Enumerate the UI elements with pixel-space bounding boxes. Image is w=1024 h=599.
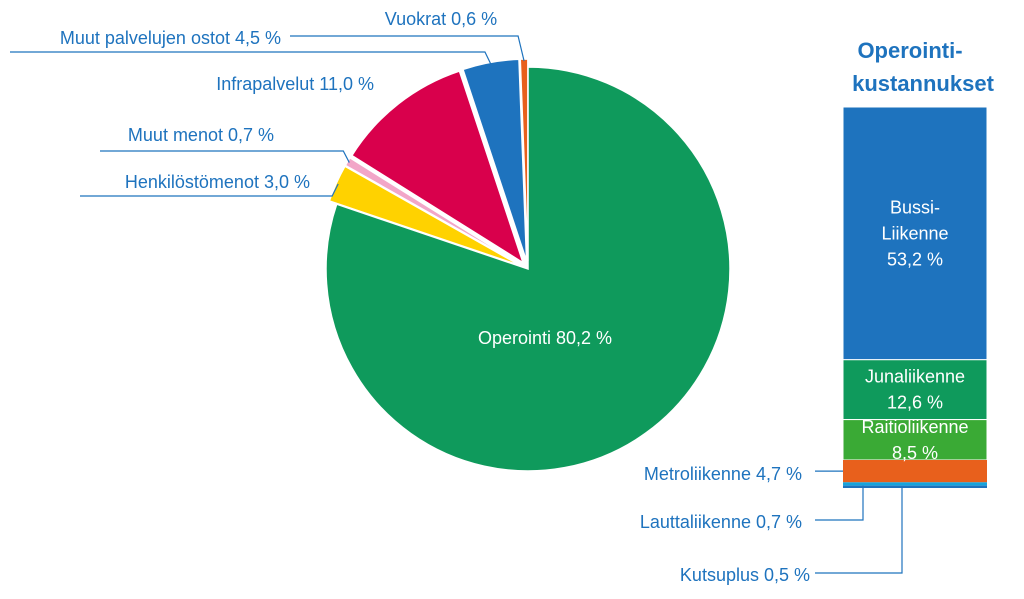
pie-leader-muut-menot	[100, 150, 350, 163]
bar-segment-kutsuplus	[843, 485, 987, 488]
bar-label-kutsuplus: Kutsuplus 0,5 %	[680, 565, 810, 585]
pie-label-muut-menot: Muut menot 0,7 %	[128, 125, 274, 145]
bar-title-line-1: Operointi-	[857, 38, 962, 63]
pie-label-henkilostomenot: Henkilöstömenot 3,0 %	[125, 172, 310, 192]
pie-slice-operointi	[325, 66, 731, 472]
bar-segment-lauttaliikenne	[843, 482, 987, 486]
bar-title: Operointi- kustannukset	[852, 38, 994, 96]
bar-label-bussi-liikenne-2: 53,2 %	[887, 249, 943, 269]
pie-label-muut-palvelujen-ostot: Muut palvelujen ostot 4,5 %	[60, 28, 281, 48]
pie-leader-vuokrat	[290, 35, 525, 62]
bar-label-metroliikenne: Metroliikenne 4,7 %	[644, 464, 802, 484]
bar-segment-metroliikenne	[843, 459, 987, 483]
pie-label-vuokrat: Vuokrat 0,6 %	[385, 9, 497, 29]
bar-leader-lauttaliikenne	[815, 485, 864, 521]
pie-labels: Operointi 80,2 % Henkilöstömenot 3,0 % Muu…	[60, 9, 612, 348]
bar-segment-junaliikenne	[842, 359, 988, 421]
pie-leader-muut-palvelujen-ostot	[10, 51, 492, 65]
pie-label-operointi: Operointi 80,2 %	[478, 328, 612, 348]
pie-leader-henkilostomenot	[80, 183, 339, 197]
bar-segment-raitioliikenne	[842, 419, 988, 461]
pie-slice-henkilostomenot	[328, 165, 522, 267]
bar-label-junaliikenne-0: Junaliikenne	[865, 367, 965, 387]
bar-leader-lines	[815, 470, 903, 574]
bar-title-line-2: kustannukset	[852, 71, 994, 96]
bar-labels: Bussi- Liikenne 53,2 % Junaliikenne 12,6 % Ra…	[640, 197, 969, 585]
pie-chart	[325, 58, 731, 472]
bar-label-raitioliikenne-0: Raitioliikenne	[861, 417, 968, 437]
bar-label-bussi-liikenne-0: Bussi-	[890, 197, 940, 217]
bar-leader-kutsuplus	[815, 488, 903, 574]
pie-slice-infrapalvelut	[350, 70, 525, 265]
pie-leader-lines	[10, 35, 525, 197]
pie-slice-muut-menot	[344, 156, 522, 266]
bar-segment-bussi-liikenne	[842, 106, 988, 361]
bar-label-junaliikenne-1: 12,6 %	[887, 393, 943, 413]
bar-label-bussi-liikenne-1: Liikenne	[881, 223, 948, 243]
stacked-bar	[842, 106, 988, 488]
pie-label-infrapalvelut: Infrapalvelut 11,0 %	[216, 74, 374, 94]
bar-label-lauttaliikenne: Lauttaliikenne 0,7 %	[640, 512, 802, 532]
bar-label-raitioliikenne-1: 8,5 %	[892, 443, 938, 463]
